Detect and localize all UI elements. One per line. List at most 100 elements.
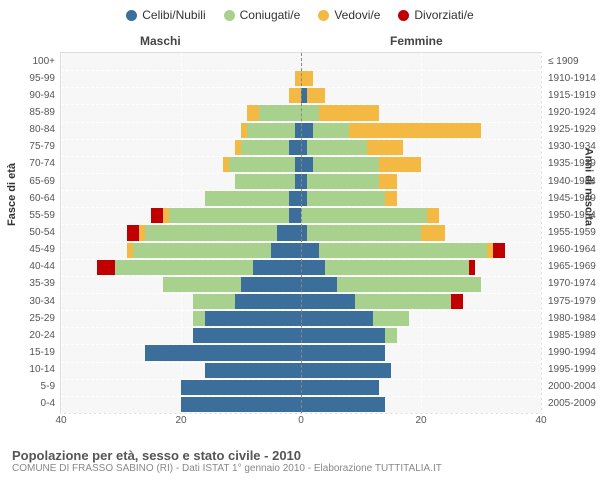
- female-bar: [301, 208, 439, 223]
- age-label: 25-29: [5, 313, 55, 324]
- bar-segment: [451, 294, 463, 309]
- bar-segment: [193, 328, 301, 343]
- birth-year-label: 1980-1984: [548, 313, 600, 324]
- male-bar: [97, 260, 301, 275]
- female-bar: [301, 294, 463, 309]
- bar-segment: [301, 243, 319, 258]
- male-bar: [193, 294, 301, 309]
- legend-label: Coniugati/e: [240, 8, 301, 22]
- bar-segment: [313, 157, 379, 172]
- bar-segment: [301, 208, 427, 223]
- x-tick-label: 40: [535, 415, 546, 426]
- bar-segment: [337, 277, 481, 292]
- age-label: 80-84: [5, 124, 55, 135]
- age-label: 75-79: [5, 141, 55, 152]
- bar-segment: [469, 260, 475, 275]
- birth-year-label: 1910-1914: [548, 73, 600, 84]
- bar-segment: [301, 380, 379, 395]
- bar-segment: [301, 157, 313, 172]
- bar-segment: [163, 277, 241, 292]
- birth-year-label: 1915-1919: [548, 90, 600, 101]
- bar-segment: [193, 311, 205, 326]
- bar-segment: [307, 140, 367, 155]
- age-label: 20-24: [5, 330, 55, 341]
- female-bar: [301, 345, 385, 360]
- female-header: Femmine: [390, 34, 443, 48]
- bar-segment: [427, 208, 439, 223]
- birth-year-label: 1950-1954: [548, 210, 600, 221]
- birth-year-label: 1965-1969: [548, 261, 600, 272]
- male-header: Maschi: [140, 34, 181, 48]
- female-bar: [301, 328, 397, 343]
- bar-segment: [271, 243, 301, 258]
- bar-segment: [301, 363, 391, 378]
- bar-segment: [145, 225, 277, 240]
- legend-swatch: [126, 10, 137, 21]
- male-bar: [127, 225, 301, 240]
- age-label: 0-4: [5, 398, 55, 409]
- bar-segment: [259, 105, 301, 120]
- female-bar: [301, 71, 313, 86]
- bar-segment: [289, 191, 301, 206]
- legend-swatch: [224, 10, 235, 21]
- bar-segment: [127, 225, 139, 240]
- male-bar: [193, 328, 301, 343]
- caption-subtitle: COMUNE DI FRASSO SABINO (RI) - Dati ISTA…: [12, 463, 588, 474]
- legend-label: Vedovi/e: [334, 8, 380, 22]
- bar-segment: [385, 328, 397, 343]
- bar-segment: [235, 294, 301, 309]
- male-bar: [235, 174, 301, 189]
- bar-segment: [151, 208, 163, 223]
- bar-segment: [301, 260, 325, 275]
- birth-year-label: 2000-2004: [548, 381, 600, 392]
- bar-segment: [307, 88, 325, 103]
- male-bar: [181, 380, 301, 395]
- age-label: 95-99: [5, 73, 55, 84]
- center-line: [301, 53, 302, 413]
- female-bar: [301, 140, 403, 155]
- legend-swatch: [398, 10, 409, 21]
- female-bar: [301, 397, 385, 412]
- legend-swatch: [318, 10, 329, 21]
- bar-segment: [289, 88, 301, 103]
- bar-segment: [115, 260, 253, 275]
- age-label: 55-59: [5, 210, 55, 221]
- bar-segment: [349, 123, 481, 138]
- legend-item: Coniugati/e: [224, 8, 301, 22]
- age-label: 50-54: [5, 227, 55, 238]
- x-tick-label: 40: [55, 415, 66, 426]
- female-bar: [301, 260, 475, 275]
- age-label: 65-69: [5, 176, 55, 187]
- bar-segment: [301, 105, 319, 120]
- male-bar: [289, 88, 301, 103]
- birth-year-label: 1975-1979: [548, 296, 600, 307]
- birth-year-label: 2005-2009: [548, 398, 600, 409]
- legend-label: Divorziati/e: [414, 8, 473, 22]
- legend-label: Celibi/Nubili: [142, 8, 205, 22]
- female-bar: [301, 277, 481, 292]
- bar-segment: [313, 123, 349, 138]
- male-bar: [145, 345, 301, 360]
- age-label: 60-64: [5, 193, 55, 204]
- birth-year-label: 1995-1999: [548, 364, 600, 375]
- age-label: 70-74: [5, 158, 55, 169]
- bar-segment: [181, 397, 301, 412]
- bar-segment: [493, 243, 505, 258]
- bar-segment: [301, 311, 373, 326]
- bar-segment: [319, 105, 379, 120]
- age-label: 40-44: [5, 261, 55, 272]
- caption: Popolazione per età, sesso e stato civil…: [0, 446, 600, 474]
- female-bar: [301, 157, 421, 172]
- bar-segment: [307, 191, 385, 206]
- bar-segment: [301, 328, 385, 343]
- male-bar: [247, 105, 301, 120]
- bar-segment: [205, 363, 301, 378]
- birth-year-label: 1925-1929: [548, 124, 600, 135]
- bar-segment: [379, 157, 421, 172]
- age-label: 100+: [5, 56, 55, 67]
- female-bar: [301, 380, 379, 395]
- male-bar: [235, 140, 301, 155]
- birth-year-label: ≤ 1909: [548, 56, 600, 67]
- birth-year-label: 1990-1994: [548, 347, 600, 358]
- bar-segment: [205, 311, 301, 326]
